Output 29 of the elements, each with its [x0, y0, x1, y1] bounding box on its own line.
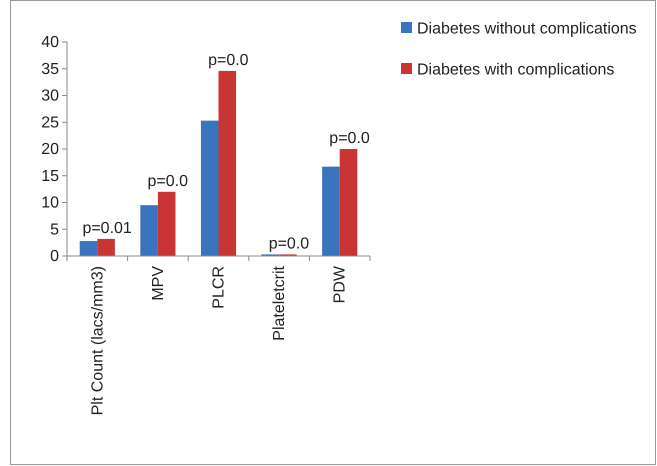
- y-tick-label: 10: [41, 194, 60, 212]
- bar: [80, 241, 98, 256]
- annotation: p=0.01: [82, 220, 132, 237]
- annotation: p=0.0: [329, 130, 370, 147]
- legend-label: Diabetes without complications: [417, 20, 637, 38]
- annotation: p=0.0: [148, 172, 188, 190]
- y-tick-label: 25: [41, 114, 60, 132]
- y-tick-label: 15: [41, 168, 60, 185]
- y-tick-label: 0: [50, 248, 60, 266]
- bar: [140, 205, 158, 256]
- annotation: p=0.0: [268, 235, 310, 252]
- bar: [200, 120, 218, 256]
- annotation: p=0.0: [208, 52, 249, 69]
- x-tick-label: PDW: [332, 265, 349, 304]
- x-tick-label: PLCR: [210, 266, 228, 309]
- legend-label: Diabetes with complications: [417, 62, 614, 79]
- y-tick-label: 30: [41, 88, 60, 105]
- x-tick-label: Plateletcrit: [271, 265, 288, 341]
- y-tick-label: 20: [41, 141, 60, 158]
- y-tick-label: 35: [41, 60, 60, 78]
- y-tick-label: 40: [41, 34, 60, 52]
- y-tick-label: 5: [50, 221, 60, 238]
- bar: [97, 238, 115, 256]
- x-tick-label: MPV: [150, 266, 167, 301]
- bar: [218, 70, 236, 256]
- bar: [158, 192, 176, 256]
- bar: [340, 149, 358, 256]
- x-tick-label: Plt Count (lacs/mm3): [89, 266, 106, 416]
- bar: [322, 166, 340, 256]
